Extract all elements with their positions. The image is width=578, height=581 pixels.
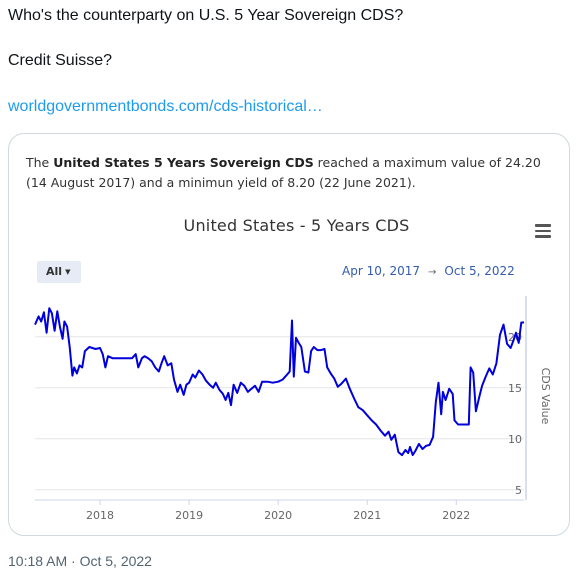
range-selector-button[interactable]: All ▼ <box>37 261 81 283</box>
date-range: Apr 10, 2017 → Oct 5, 2022 <box>342 264 515 278</box>
x-tick-label: 2018 <box>86 509 114 522</box>
tweet-link[interactable]: worldgovernmentbonds.com/cds-historical… <box>8 98 323 115</box>
link-preview-card[interactable]: The United States 5 Years Sovereign CDS … <box>8 133 570 536</box>
y-axis-title: CDS Value <box>539 368 552 425</box>
y-tick-label: 15 <box>508 382 522 395</box>
tweet-text-line: Who's the counterparty on U.S. 5 Year So… <box>8 7 404 24</box>
series-line <box>34 307 524 457</box>
y-tick-label: 5 <box>515 484 522 497</box>
chart-title: United States - 5 Years CDS <box>183 216 410 235</box>
tweet-text-line: Credit Suisse? <box>8 52 113 69</box>
tweet-timestamp[interactable]: 10:18 AM · Oct 5, 2022 <box>8 553 152 569</box>
description-highlight: United States 5 Years Sovereign CDS <box>53 155 314 170</box>
card-description: The United States 5 Years Sovereign CDS … <box>26 153 561 193</box>
range-selector-label: All <box>46 265 63 278</box>
y-tick-label: 10 <box>508 433 522 446</box>
description-prefix: The <box>26 155 54 170</box>
x-tick-label: 2019 <box>175 509 203 522</box>
date-to[interactable]: Oct 5, 2022 <box>444 264 515 278</box>
x-tick-label: 2021 <box>353 509 381 522</box>
arrow-right-icon: → <box>428 267 437 278</box>
description-suffix: reached a maximum value of 24.20 (14 Aug… <box>26 155 541 190</box>
caret-down-icon: ▼ <box>65 268 71 276</box>
x-tick-label: 2020 <box>264 509 292 522</box>
date-from[interactable]: Apr 10, 2017 <box>342 264 421 278</box>
x-tick-label: 2022 <box>442 509 470 522</box>
hamburger-icon[interactable] <box>535 224 551 238</box>
